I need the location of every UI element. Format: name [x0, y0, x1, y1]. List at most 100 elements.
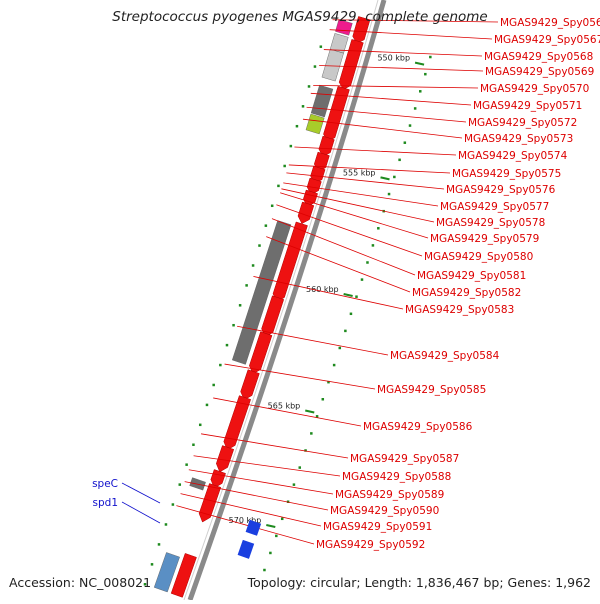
- gene-label[interactable]: MGAS9429_Spy0590: [330, 505, 439, 517]
- label-leader-line: [319, 65, 484, 72]
- label-leader-line: [200, 433, 349, 459]
- scale-tick-label: 560 kbp: [306, 285, 339, 294]
- gene-label[interactable]: MGAS9429_Spy0573: [464, 133, 573, 145]
- gene-label[interactable]: MGAS9429_Spy0576: [446, 184, 556, 196]
- gene-label[interactable]: MGAS9429_Spy0592: [316, 539, 425, 551]
- label-leader-line: [253, 276, 404, 310]
- feature-box: [310, 84, 334, 118]
- scale-ticks: 550 kbp 555 kbp 560 kbp 565 kbp 570 kbp: [229, 54, 425, 528]
- genome-backbone: [187, 0, 387, 601]
- scale-dot: [371, 244, 375, 247]
- scale-dot: [251, 264, 255, 267]
- gene-label[interactable]: MGAS9429_Spy0575: [452, 168, 561, 180]
- feature-box: [305, 113, 325, 135]
- gene-label[interactable]: MGAS9429_Spy0586: [363, 421, 473, 433]
- accession-text: Accession: NC_008021: [9, 575, 152, 590]
- gene-label[interactable]: MGAS9429_Spy0588: [342, 471, 451, 483]
- gene-label[interactable]: MGAS9429_Spy0587: [350, 453, 459, 465]
- scale-tick-label: 565 kbp: [268, 402, 301, 411]
- scale-dot: [178, 483, 182, 486]
- gene-label[interactable]: MGAS9429_Spy0583: [405, 304, 514, 316]
- scale-dot: [277, 184, 280, 188]
- scale-dot: [150, 563, 154, 566]
- label-leader-line: [281, 188, 435, 223]
- gene-label[interactable]: MGAS9429_Spy0574: [458, 150, 568, 162]
- gene-label[interactable]: MGAS9429_Spy0568: [484, 51, 593, 63]
- cds-arrow: [240, 369, 260, 401]
- cds-arrow: [338, 39, 364, 90]
- scale-dot: [171, 503, 175, 506]
- scale-dot: [192, 443, 195, 446]
- label-leader-line: [329, 29, 493, 40]
- scale-dot: [321, 397, 325, 401]
- named-gene-leader: [121, 482, 161, 504]
- scale-dot: [292, 483, 296, 486]
- scale-dots: [143, 45, 432, 586]
- label-leader-line: [286, 172, 445, 190]
- scale-dot: [315, 415, 319, 418]
- scale-dot: [212, 383, 215, 387]
- scale-tick-label: 550 kbp: [377, 54, 410, 63]
- gene-label[interactable]: MGAS9429_Spy0582: [412, 287, 521, 299]
- named-gene-leader: [121, 501, 161, 524]
- scale-tick-label: 555 kbp: [343, 168, 376, 177]
- gene-label[interactable]: MGAS9429_Spy0571: [473, 100, 582, 112]
- scale-dot: [307, 85, 311, 88]
- scale-dot: [304, 449, 307, 452]
- gene-label[interactable]: MGAS9429_Spy0585: [377, 384, 486, 396]
- scale-dot: [360, 278, 364, 281]
- scale-dot: [366, 261, 369, 264]
- named-genes: speC spd1: [92, 478, 262, 559]
- scale-dot: [349, 312, 353, 316]
- gene-label[interactable]: MGAS9429_Spy0570: [480, 83, 589, 95]
- named-gene-label[interactable]: spd1: [93, 497, 118, 509]
- gene-label[interactable]: MGAS9429_Spy0577: [440, 201, 549, 213]
- scale-dot: [219, 363, 222, 367]
- scale-dot: [232, 323, 235, 327]
- gene-label[interactable]: MGAS9429_Spy0566: [500, 17, 600, 29]
- label-leader-line: [266, 236, 411, 293]
- gene-labels: MGAS9429_Spy0566 MGAS9429_Spy0567 MGAS9429…: [316, 17, 600, 551]
- gene-label[interactable]: MGAS9429_Spy0578: [436, 217, 545, 229]
- scale-dot: [408, 124, 412, 127]
- cds-arrow: [216, 445, 235, 473]
- scale-dot: [327, 380, 330, 384]
- gene-label[interactable]: MGAS9429_Spy0584: [390, 350, 500, 362]
- gene-label[interactable]: MGAS9429_Spy0579: [430, 233, 539, 245]
- gene-label[interactable]: MGAS9429_Spy0589: [335, 489, 444, 501]
- scale-tick-mark: [266, 524, 276, 528]
- label-leader-line: [188, 469, 334, 495]
- gene-label[interactable]: MGAS9429_Spy0567: [494, 34, 600, 46]
- scale-dot: [198, 423, 202, 427]
- scale-tick-mark: [343, 293, 353, 297]
- gene-label[interactable]: MGAS9429_Spy0580: [424, 251, 533, 263]
- scale-dot: [289, 144, 293, 148]
- scale-dot: [263, 568, 266, 572]
- scale-dot: [419, 90, 422, 93]
- gene-label[interactable]: MGAS9429_Spy0581: [417, 270, 526, 282]
- label-leader-line: [323, 49, 483, 57]
- scale-dot: [377, 227, 380, 230]
- scale-dot: [398, 158, 401, 162]
- label-leader-line: [332, 19, 499, 23]
- label-leader-line: [271, 218, 416, 276]
- named-gene-label[interactable]: speC: [92, 478, 118, 490]
- scale-dot: [283, 164, 286, 168]
- scale-dot: [387, 192, 391, 196]
- feature-box: [153, 552, 180, 593]
- scale-dot: [225, 343, 229, 347]
- scale-dot: [269, 551, 272, 555]
- scale-dot: [298, 466, 302, 469]
- gene-label[interactable]: MGAS9429_Spy0591: [323, 521, 432, 533]
- label-leader-line: [283, 182, 439, 207]
- genome-backbone-inner: [183, 0, 379, 601]
- gene-label[interactable]: MGAS9429_Spy0572: [468, 117, 577, 129]
- gene-label[interactable]: MGAS9429_Spy0569: [485, 66, 594, 78]
- cds-arrow: [249, 331, 273, 375]
- scale-dot: [295, 124, 299, 128]
- scale-dot: [185, 463, 188, 466]
- label-leader-line: [237, 325, 389, 356]
- label-leader-line: [176, 505, 315, 545]
- scale-tick-mark: [414, 61, 425, 66]
